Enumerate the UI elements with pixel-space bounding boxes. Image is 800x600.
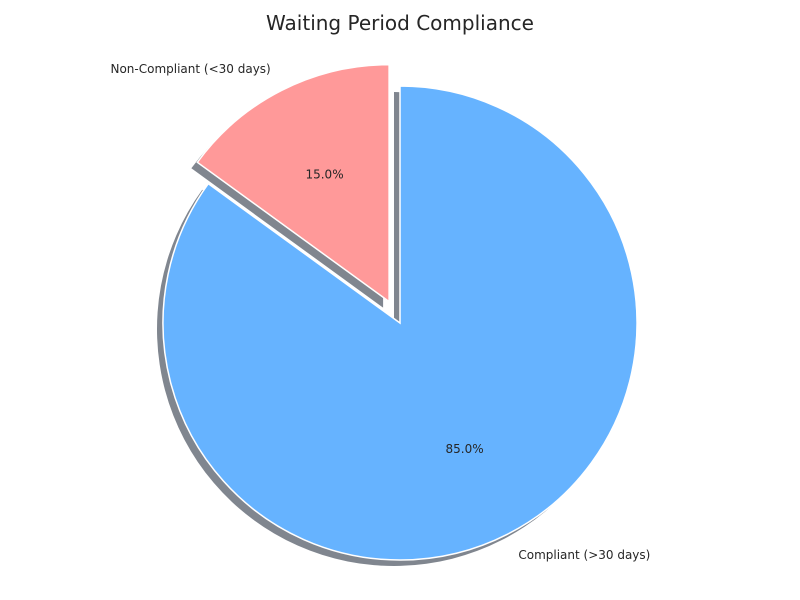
chart-title: Waiting Period Compliance bbox=[266, 11, 534, 35]
slice-layer bbox=[162, 63, 638, 561]
label-layer: Compliant (>30 days) 85.0% Non-Compliant (… bbox=[110, 62, 650, 562]
pie-slice-non-compliant-30-days bbox=[196, 63, 390, 304]
pie-slice-compliant-30-days bbox=[162, 85, 638, 561]
pct-label-non-compliant-30-days: 15.0% bbox=[305, 167, 343, 181]
pct-label-compliant-30-days: 85.0% bbox=[445, 442, 483, 456]
slice-label-non-compliant-30-days: Non-Compliant (<30 days) bbox=[110, 62, 270, 76]
slice-label-compliant-30-days: Compliant (>30 days) bbox=[518, 548, 650, 562]
